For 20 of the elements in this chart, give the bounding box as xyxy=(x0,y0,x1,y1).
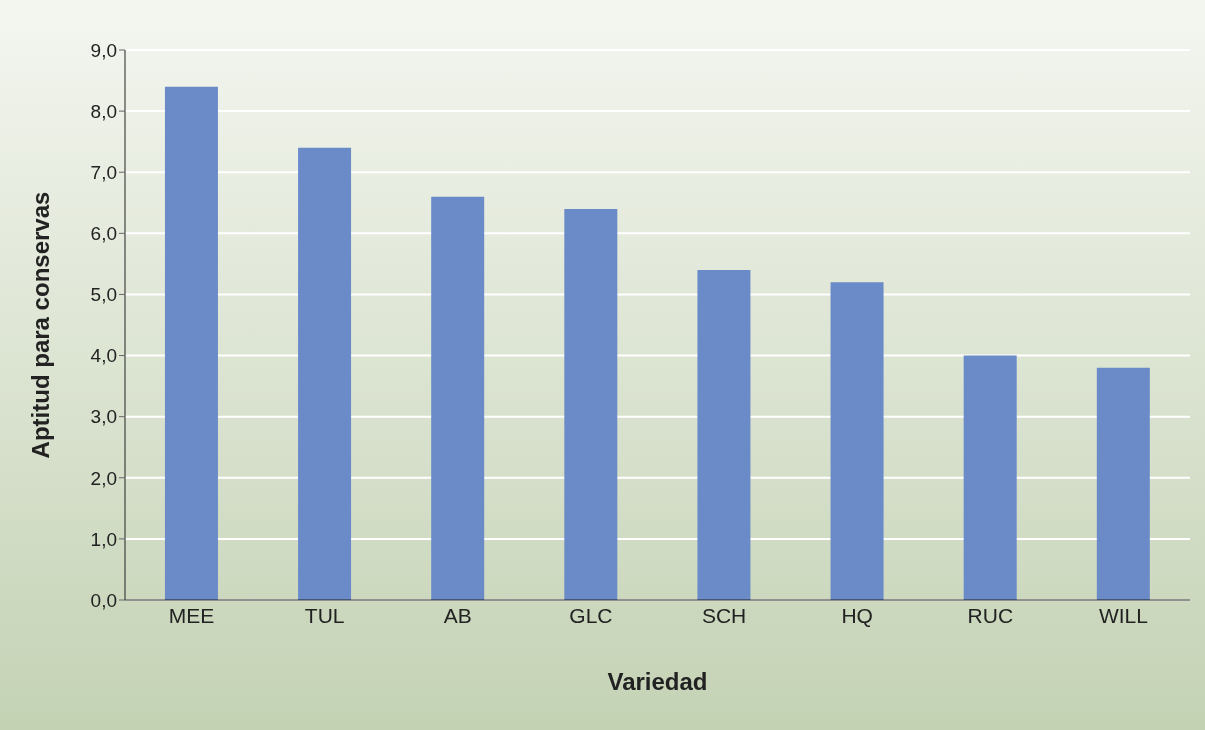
y-tick-label: 1,0 xyxy=(90,528,117,550)
y-tick-label: 4,0 xyxy=(90,345,117,367)
x-tick-label: SCH xyxy=(701,603,747,627)
y-tick-label: 0,0 xyxy=(90,589,117,611)
y-tick-label: 3,0 xyxy=(90,406,117,428)
y-tick-label: 9,0 xyxy=(90,39,117,61)
x-tick-label: MEE xyxy=(168,603,215,627)
x-tick-label: TUL xyxy=(304,603,345,627)
y-tick-label: 7,0 xyxy=(90,161,117,183)
y-tick-label: 5,0 xyxy=(90,284,117,306)
x-tick-label: RUC xyxy=(967,603,1014,627)
x-tick-label: GLC xyxy=(569,603,613,627)
y-axis-title: Aptitud para conservas xyxy=(26,191,54,459)
x-axis-title: Variedad xyxy=(607,668,708,695)
y-tick-label: 8,0 xyxy=(90,100,117,122)
x-tick-label: WILL xyxy=(1098,603,1148,627)
x-tick-label: AB xyxy=(443,603,472,627)
y-tick-label: 6,0 xyxy=(90,223,117,245)
x-tick-label: HQ xyxy=(841,603,873,627)
y-tick-label: 2,0 xyxy=(90,467,117,489)
